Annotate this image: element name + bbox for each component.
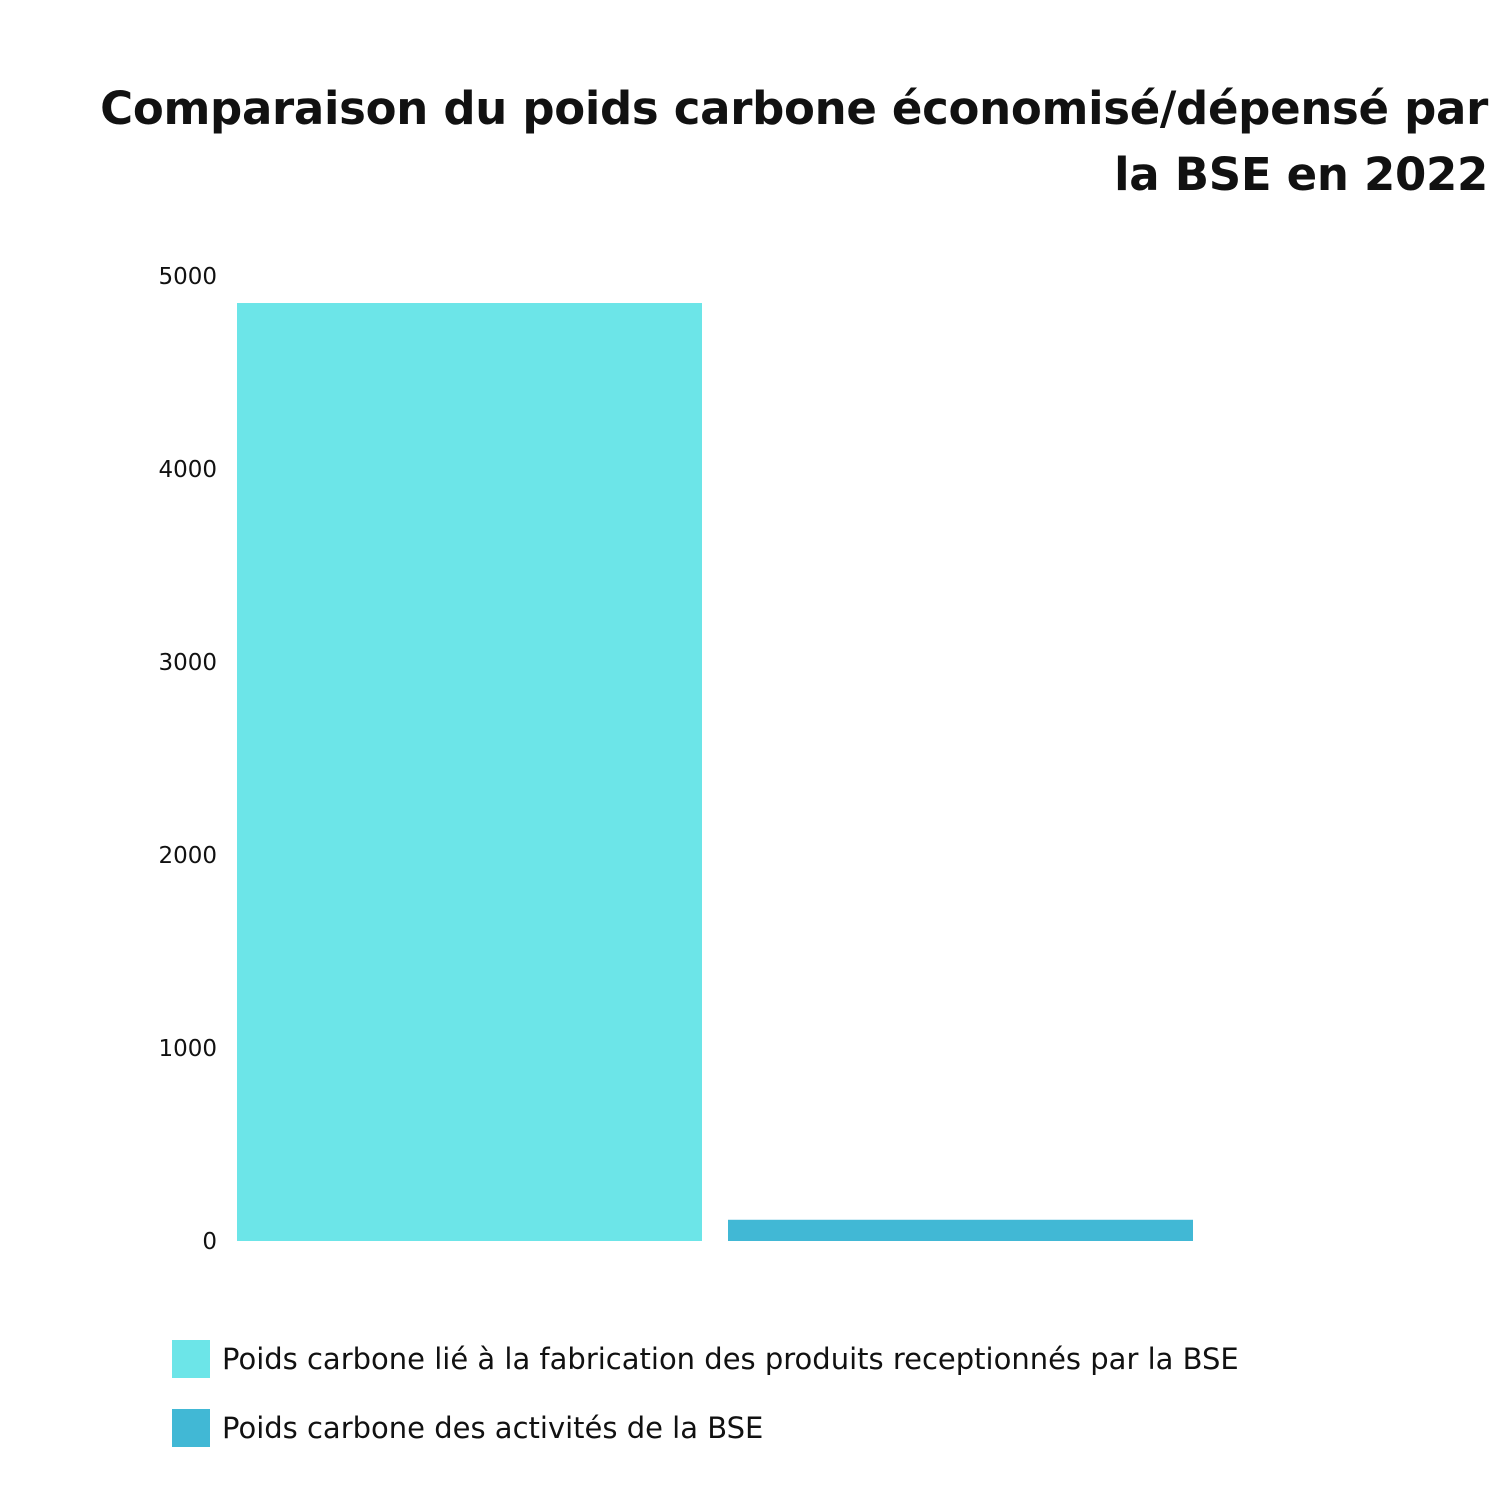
y-tick-label-0: 0 [202,1229,217,1255]
bar-fabrication [237,303,702,1241]
y-tick-label-2000: 2000 [158,843,217,869]
y-tick-label-3000: 3000 [158,650,217,676]
legend-item-activites: Poids carbone des activités de la BSE [172,1409,1239,1447]
chart-title-line-2: la BSE en 2022 [1098,144,1500,206]
bar-activites [728,1219,1193,1241]
y-tick-label-4000: 4000 [158,457,217,483]
legend-swatch-fabrication [172,1340,210,1378]
y-tick-label-1000: 1000 [158,1036,217,1062]
bars [237,303,1193,1241]
legend-swatch-activites [172,1409,210,1447]
chart-title-line-1: Comparaison du poids carbone économisé/d… [66,78,1500,140]
legend-label-fabrication: Poids carbone lié à la fabrication des p… [222,1342,1239,1376]
legend-label-activites: Poids carbone des activités de la BSE [222,1411,764,1445]
chart-title: Comparaison du poids carbone économisé/d… [60,78,1500,210]
y-axis: 0 1000 2000 3000 4000 5000 [158,264,217,1255]
y-tick-label-5000: 5000 [158,264,217,290]
legend-item-fabrication: Poids carbone lié à la fabrication des p… [172,1340,1239,1378]
legend: Poids carbone lié à la fabrication des p… [172,1340,1239,1478]
